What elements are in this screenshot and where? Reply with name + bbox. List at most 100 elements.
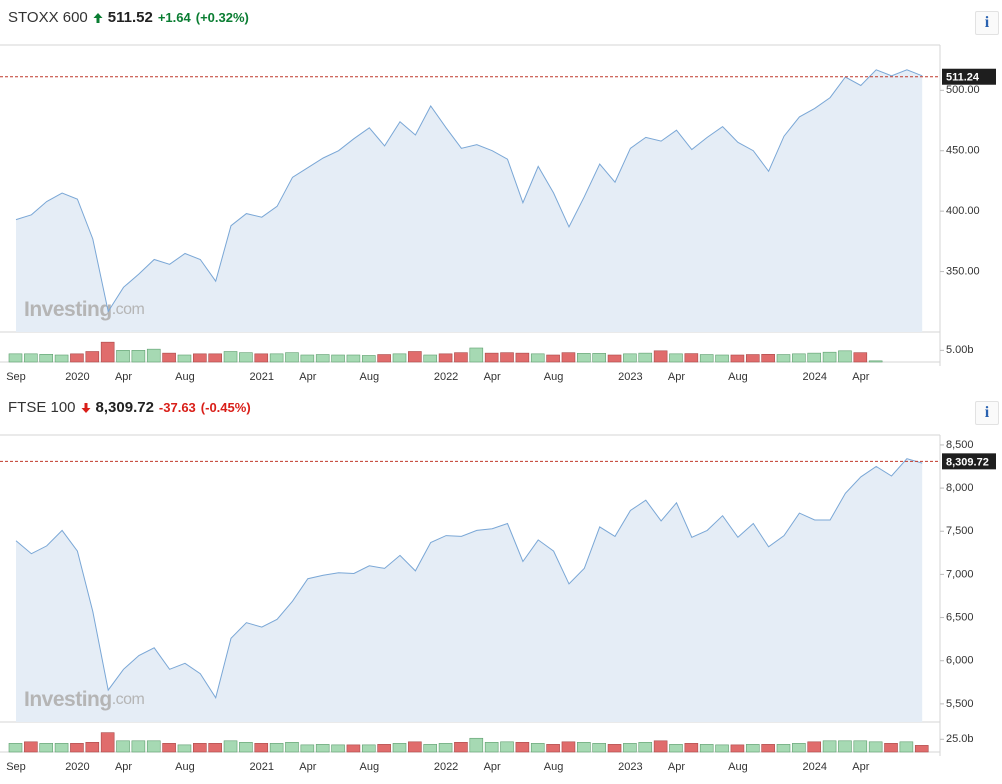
volume-bar xyxy=(715,354,729,363)
x-tick-label: 2023 xyxy=(618,371,642,383)
watermark-brand: Investing xyxy=(24,688,112,711)
volume-bar xyxy=(131,350,146,363)
volume-bar xyxy=(285,742,299,753)
volume-bar xyxy=(530,353,545,363)
volume-bar xyxy=(162,352,176,363)
volume-bar xyxy=(8,353,23,363)
y-tick-label: 8,000 xyxy=(946,482,974,494)
x-tick-label: Sep xyxy=(6,761,26,773)
arrow-icon xyxy=(93,12,103,23)
x-tick-label: Apr xyxy=(484,761,501,773)
header: FTSE 100 8,309.72 -37.63 (-0.45%) xyxy=(8,399,251,416)
volume-bar xyxy=(116,350,130,363)
volume-bar xyxy=(346,354,361,363)
volume-bar xyxy=(438,353,453,363)
volume-bar xyxy=(730,744,745,753)
watermark: Investing.com xyxy=(24,688,145,711)
volume-bar xyxy=(546,354,560,363)
volume-bar xyxy=(699,744,714,753)
change-pct: (-0.45%) xyxy=(200,400,251,415)
volume-bar xyxy=(208,353,222,363)
volume-bar xyxy=(592,743,606,753)
volume-bar xyxy=(300,744,315,753)
change: -37.63 xyxy=(158,400,196,415)
volume-bar xyxy=(484,742,499,753)
volume-bar xyxy=(70,353,84,363)
volume-bar xyxy=(361,744,376,753)
x-tick-label: 2020 xyxy=(65,761,89,773)
volume-bar xyxy=(868,360,883,363)
x-tick-label: 2020 xyxy=(65,371,89,383)
volume-bar xyxy=(838,740,852,753)
volume-bar xyxy=(807,352,822,363)
x-tick-label: Aug xyxy=(728,371,748,383)
volume-bar xyxy=(853,740,868,753)
x-tick-label: Apr xyxy=(852,761,869,773)
volume-bar xyxy=(408,741,422,753)
volume-bar xyxy=(530,743,545,753)
volume-bar xyxy=(515,352,530,363)
x-tick-label: Apr xyxy=(668,761,685,773)
y-tick-label: 7,000 xyxy=(946,568,974,580)
volume-bar xyxy=(669,353,683,363)
arrow-icon xyxy=(81,402,91,413)
volume-bar xyxy=(331,744,345,753)
volume-bar xyxy=(822,351,837,363)
volume-bar xyxy=(653,740,668,753)
volume-bar xyxy=(761,353,775,363)
volume-bar xyxy=(623,743,637,753)
watermark-brand: Investing xyxy=(24,298,112,321)
volume-bar xyxy=(361,355,376,363)
volume-bar xyxy=(484,352,499,363)
volume-bar xyxy=(822,740,837,753)
change-pct: (+0.32%) xyxy=(195,10,249,25)
price: 8,309.72 xyxy=(95,399,154,416)
x-tick-label: Aug xyxy=(728,761,748,773)
volume-bar xyxy=(807,741,822,753)
volume-bar xyxy=(745,744,760,753)
x-tick-label: Apr xyxy=(115,371,132,383)
info-button[interactable]: i xyxy=(975,11,999,35)
x-tick-label: Aug xyxy=(175,371,195,383)
volume-bar xyxy=(85,742,100,753)
y-tick-label: 350.00 xyxy=(946,265,980,277)
x-tick-label: 2021 xyxy=(250,371,274,383)
volume-bar xyxy=(577,742,591,753)
volume-bar xyxy=(914,745,929,753)
x-tick-label: 2022 xyxy=(434,371,458,383)
watermark: Investing.com xyxy=(24,298,145,321)
volume-bar xyxy=(607,744,622,753)
volume-bar xyxy=(838,350,852,363)
volume-bar xyxy=(776,744,791,753)
volume-bar xyxy=(254,743,269,753)
volume-bar xyxy=(684,743,699,753)
volume-bar xyxy=(39,353,54,363)
volume-bar xyxy=(638,742,653,753)
volume-bar xyxy=(315,354,330,363)
volume-tick-label: 25.0b xyxy=(946,733,974,745)
volume-tick-label: 5.00b xyxy=(946,344,974,356)
x-tick-label: Apr xyxy=(115,761,132,773)
volume-bar xyxy=(223,740,238,753)
volume-bar xyxy=(100,732,115,753)
volume-bar xyxy=(500,741,514,753)
volume-bar xyxy=(730,354,745,363)
volume-bar xyxy=(315,744,330,753)
volume-bar xyxy=(669,744,683,753)
y-tick-label: 400.00 xyxy=(946,205,980,217)
x-tick-label: Sep xyxy=(6,371,26,383)
volume-bar xyxy=(39,743,54,753)
volume-bar xyxy=(193,353,207,363)
info-button[interactable]: i xyxy=(975,401,999,425)
volume-bar xyxy=(515,742,530,753)
y-tick-label: 5,500 xyxy=(946,698,974,710)
volume-bar xyxy=(85,351,100,363)
watermark-suffix: .com xyxy=(112,691,145,708)
x-tick-label: Aug xyxy=(544,761,564,773)
volume-bar xyxy=(546,744,560,753)
volume-bar xyxy=(592,353,606,363)
y-tick-label: 6,000 xyxy=(946,655,974,667)
volume-bar xyxy=(623,353,637,363)
volume-bar xyxy=(24,353,38,363)
volume-bar xyxy=(899,741,914,753)
